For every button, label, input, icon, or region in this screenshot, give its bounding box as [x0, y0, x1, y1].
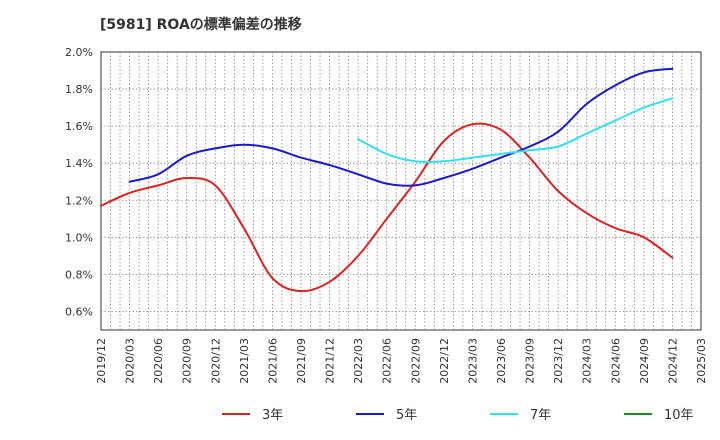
series-line-3	[357, 97, 674, 164]
x-tick-label: 2022/06	[381, 338, 394, 384]
y-tick-label: 1.4%	[65, 157, 93, 170]
x-tick-label: 2020/03	[124, 338, 137, 384]
y-tick-label: 1.6%	[65, 120, 93, 133]
series-line-1	[100, 122, 674, 293]
x-tick-label: 2025/03	[695, 338, 708, 384]
y-tick-label: 0.8%	[65, 268, 93, 281]
x-tick-label: 2022/03	[352, 338, 365, 384]
x-tick-label: 2024/03	[581, 338, 594, 384]
legend-label-4: 10年	[664, 408, 694, 423]
x-tick-label: 2022/12	[438, 338, 451, 384]
chart-title: [5981] ROAの標準偏差の推移	[100, 17, 302, 33]
x-tick-label: 2021/03	[238, 338, 251, 384]
x-tick-label: 2023/12	[552, 338, 565, 384]
x-tick-label: 2019/12	[95, 338, 108, 384]
x-tick-label: 2020/06	[152, 338, 165, 384]
x-tick-label: 2021/06	[266, 338, 279, 384]
x-tick-label: 2023/06	[495, 338, 508, 384]
x-tick-label: 2023/03	[466, 338, 479, 384]
legend-label-2: 5年	[396, 408, 417, 423]
series-line-2	[128, 67, 674, 187]
y-tick-label: 0.6%	[65, 305, 93, 318]
plot-area	[100, 51, 702, 331]
x-tick-label: 2024/12	[666, 338, 679, 384]
y-tick-label: 1.0%	[65, 231, 93, 244]
x-tick-label: 2021/09	[295, 338, 308, 384]
x-tick-label: 2024/09	[638, 338, 651, 384]
x-tick-label: 2022/09	[409, 338, 422, 384]
y-tick-label: 2.0%	[65, 46, 93, 59]
x-tick-label: 2020/09	[181, 338, 194, 384]
x-tick-label: 2021/12	[324, 338, 337, 384]
x-tick-label: 2024/06	[609, 338, 622, 384]
x-tick-label: 2020/12	[209, 338, 222, 384]
legend-label-1: 3年	[262, 408, 283, 423]
legend-label-3: 7年	[530, 408, 551, 423]
y-tick-label: 1.2%	[65, 194, 93, 207]
y-tick-label: 1.8%	[65, 83, 93, 96]
x-tick-label: 2023/09	[524, 338, 537, 384]
